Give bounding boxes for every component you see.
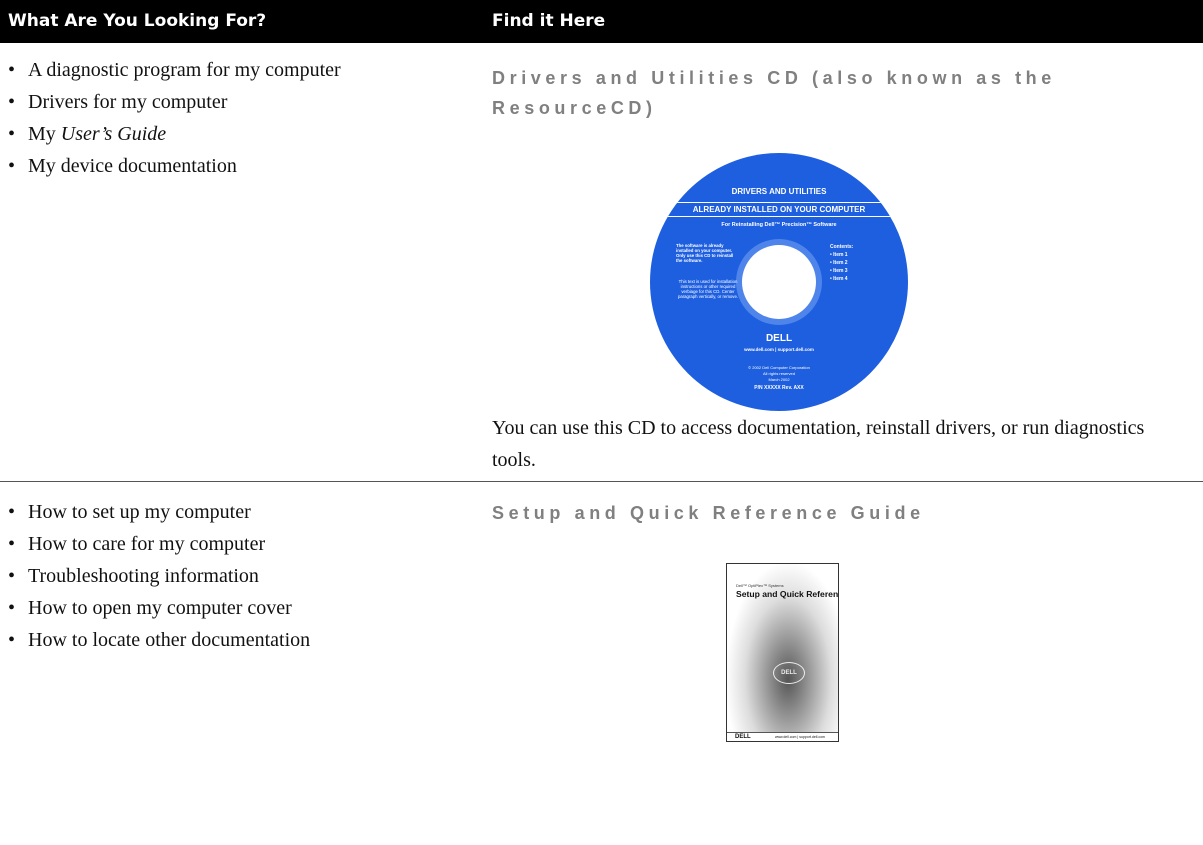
row-divider — [0, 481, 1203, 482]
column-header: Find it Here — [492, 11, 606, 31]
guide-series: Dell™ OptiPlex™ Systems — [736, 583, 784, 588]
cd-band: ALREADY INSTALLED ON YOUR COMPUTER — [650, 202, 908, 217]
cd-legal-line: March 2002 — [768, 377, 790, 382]
cd-image: DRIVERS AND UTILITIES ALREADY INSTALLED … — [650, 153, 908, 411]
list-item: My device documentation — [8, 155, 341, 187]
cd-contents-title: Contents: — [830, 244, 854, 250]
cd-note: The software is already installed on you… — [676, 243, 734, 263]
guide-footer: DELL www.dell.com | support.dell.com — [727, 732, 838, 741]
cd-url: www.dell.com | support.dell.com — [744, 347, 814, 352]
guide-badge: DELL — [773, 662, 805, 684]
table-header: What Are You Looking For? Find it Here — [0, 0, 1203, 43]
need-list: How to set up my computer How to care fo… — [8, 501, 310, 661]
list-item: Troubleshooting information — [8, 565, 310, 597]
cd-contents-item: • Item 2 — [830, 260, 848, 266]
item-text: My — [28, 123, 61, 145]
cd-label: DRIVERS AND UTILITIES — [731, 187, 827, 196]
cd-hole — [742, 245, 816, 319]
cd-contents-item: • Item 1 — [830, 252, 848, 258]
cd-part-number: P/N XXXXX Rev. AXX — [754, 385, 804, 391]
cd-legal-line: © 2002 Dell Computer Corporation — [748, 365, 810, 370]
cd-subtitle: For Reinstalling Dell™ Precision™ Softwa… — [721, 222, 837, 228]
list-item: My User’s Guide — [8, 123, 341, 155]
need-list: A diagnostic program for my computer Dri… — [8, 59, 341, 187]
list-item: A diagnostic program for my computer — [8, 59, 341, 91]
source-title: Setup and Quick Reference Guide — [492, 503, 925, 523]
cd-contents-item: • Item 4 — [830, 276, 848, 282]
guide-cover: Dell™ OptiPlex™ Systems Setup and Quick … — [726, 563, 839, 742]
guide-url: www.dell.com | support.dell.com — [775, 735, 825, 739]
list-item: Drivers for my computer — [8, 91, 341, 123]
column-header: What Are You Looking For? — [8, 11, 267, 31]
item-emphasis: User’s Guide — [60, 123, 167, 145]
cd-contents: Contents: • Item 1 • Item 2 • Item 3 • I… — [830, 243, 853, 283]
list-item: How to care for my computer — [8, 533, 310, 565]
source-title: Drivers and Utilities CD (also known as … — [492, 68, 1056, 118]
list-item: How to locate other documentation — [8, 629, 310, 661]
cd-note: This text is used for installation instr… — [677, 279, 739, 299]
guide-logo: DELL — [735, 734, 751, 740]
cd-logo: DELL — [765, 333, 793, 344]
guide-title: Setup and Quick Reference Guide — [736, 589, 839, 599]
list-item: How to open my computer cover — [8, 597, 310, 629]
cd-contents-item: • Item 3 — [830, 268, 848, 274]
list-item: How to set up my computer — [8, 501, 310, 533]
source-description: You can use this CD to access documentat… — [492, 417, 1145, 471]
cd-legal: © 2002 Dell Computer Corporation All rig… — [650, 365, 908, 383]
cd-legal-line: All rights reserved — [762, 371, 795, 376]
